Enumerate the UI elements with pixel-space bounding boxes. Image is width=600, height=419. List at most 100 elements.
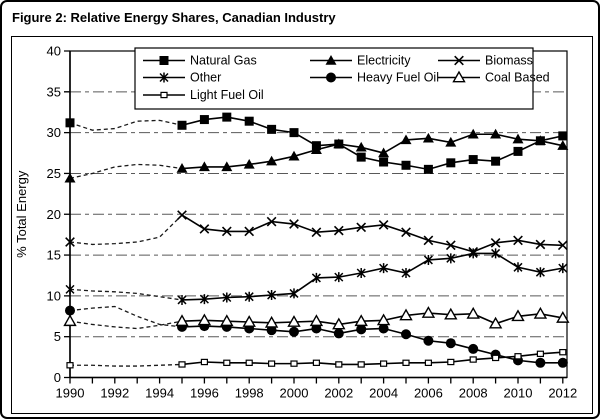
marker-circle bbox=[65, 305, 75, 316]
marker-x bbox=[266, 216, 277, 227]
marker-square-open bbox=[290, 360, 298, 367]
marker-star bbox=[468, 248, 478, 259]
legend-label: Biomass bbox=[485, 54, 533, 68]
series-coal-based-line bbox=[181, 312, 563, 326]
marker-star bbox=[177, 294, 187, 305]
marker-star bbox=[491, 248, 501, 259]
marker-triangle bbox=[221, 161, 233, 172]
marker-square-open bbox=[424, 359, 432, 367]
x-tick-label: 2008 bbox=[459, 386, 488, 401]
marker-star bbox=[244, 291, 254, 302]
marker-square bbox=[65, 118, 75, 128]
marker-triangle-open bbox=[533, 306, 548, 319]
marker-square-open bbox=[357, 361, 365, 368]
x-tick-label: 1992 bbox=[100, 386, 129, 401]
marker-triangle bbox=[176, 163, 188, 173]
energy-shares-line-chart: 0 5 10 15 20 25 30 35 40 1990 1992 1994 1996 1998 2000… bbox=[14, 44, 577, 401]
series-heavy-fuel-oil-dashed-line bbox=[69, 305, 183, 328]
marker-x bbox=[65, 237, 75, 247]
marker-triangle-open bbox=[354, 314, 368, 327]
marker-triangle-open bbox=[197, 313, 212, 326]
marker-x bbox=[513, 235, 523, 246]
marker-triangle-open bbox=[264, 315, 279, 328]
x-tick-label: 2010 bbox=[504, 386, 533, 401]
x-tick-label: 2000 bbox=[280, 386, 309, 401]
legend-label: Heavy Fuel Oil bbox=[357, 71, 439, 85]
marker-triangle bbox=[310, 144, 322, 154]
marker-triangle-open bbox=[556, 310, 570, 323]
marker-x bbox=[244, 226, 255, 237]
y-tick-label: 25 bbox=[47, 166, 61, 181]
marker-square bbox=[401, 160, 411, 170]
y-tick-label: 10 bbox=[47, 288, 61, 303]
marker-square bbox=[491, 156, 501, 166]
marker-x bbox=[401, 227, 411, 238]
marker-triangle-open bbox=[309, 314, 324, 327]
marker-triangle-open bbox=[175, 314, 189, 327]
marker-triangle-open bbox=[452, 70, 466, 83]
marker-triangle-open bbox=[220, 314, 234, 327]
marker-triangle bbox=[266, 155, 278, 166]
marker-triangle-open bbox=[466, 306, 480, 319]
marker-circle bbox=[326, 72, 336, 83]
marker-circle bbox=[289, 326, 299, 337]
marker-x bbox=[557, 240, 568, 251]
marker-star bbox=[423, 254, 433, 265]
marker-square-open bbox=[312, 359, 320, 367]
marker-square-open bbox=[245, 359, 253, 367]
marker-triangle bbox=[325, 55, 337, 65]
marker-x bbox=[199, 224, 210, 234]
x-tick-label: 2012 bbox=[548, 386, 577, 401]
marker-triangle-open bbox=[242, 315, 256, 327]
marker-square bbox=[558, 131, 568, 141]
series-natural-gas-line bbox=[181, 116, 563, 171]
marker-triangle bbox=[355, 141, 367, 152]
series-light-fuel-oil bbox=[66, 348, 567, 369]
marker-star bbox=[558, 263, 568, 274]
marker-circle bbox=[333, 328, 344, 339]
legend-label: Electricity bbox=[357, 54, 411, 68]
marker-star bbox=[513, 262, 523, 273]
marker-square bbox=[222, 112, 232, 122]
series-coal-based-dashed-line bbox=[69, 320, 183, 330]
marker-square bbox=[289, 128, 299, 138]
marker-star bbox=[535, 267, 545, 278]
marker-triangle bbox=[422, 132, 434, 143]
y-tick-label: 35 bbox=[47, 84, 61, 99]
marker-triangle-open bbox=[488, 316, 503, 329]
marker-triangle-open bbox=[63, 314, 77, 327]
marker-square-open bbox=[223, 359, 231, 367]
marker-square-open bbox=[536, 350, 545, 358]
marker-square bbox=[446, 158, 456, 168]
marker-triangle bbox=[333, 138, 345, 149]
marker-star bbox=[65, 284, 75, 295]
marker-x bbox=[535, 239, 546, 250]
y-tick-label: 5 bbox=[54, 329, 61, 344]
x-tick-label: 2004 bbox=[369, 386, 398, 401]
marker-x bbox=[177, 210, 187, 220]
series-other-dashed-line bbox=[69, 288, 183, 301]
marker-x bbox=[221, 226, 232, 237]
marker-circle bbox=[557, 357, 568, 368]
marker-circle bbox=[378, 323, 389, 334]
x-tick-label: 1996 bbox=[190, 386, 219, 401]
marker-star bbox=[334, 272, 344, 283]
legend-label: Other bbox=[190, 71, 221, 85]
marker-circle bbox=[423, 335, 434, 346]
marker-square-open bbox=[447, 358, 455, 366]
marker-circle bbox=[445, 338, 456, 349]
marker-square-open bbox=[178, 361, 186, 368]
marker-star bbox=[222, 292, 232, 303]
legend-label: Coal Based bbox=[485, 71, 550, 85]
marker-square bbox=[379, 157, 389, 167]
series-biomass bbox=[65, 210, 568, 257]
marker-square bbox=[423, 164, 433, 174]
marker-triangle bbox=[490, 128, 502, 139]
x-tick-label: 1990 bbox=[56, 386, 85, 401]
marker-star bbox=[289, 288, 299, 299]
legend-item-electricity: Electricity bbox=[310, 54, 411, 68]
marker-square-open bbox=[66, 362, 74, 369]
marker-x bbox=[490, 237, 501, 248]
marker-square-open bbox=[559, 348, 567, 356]
marker-triangle-open bbox=[332, 317, 346, 330]
